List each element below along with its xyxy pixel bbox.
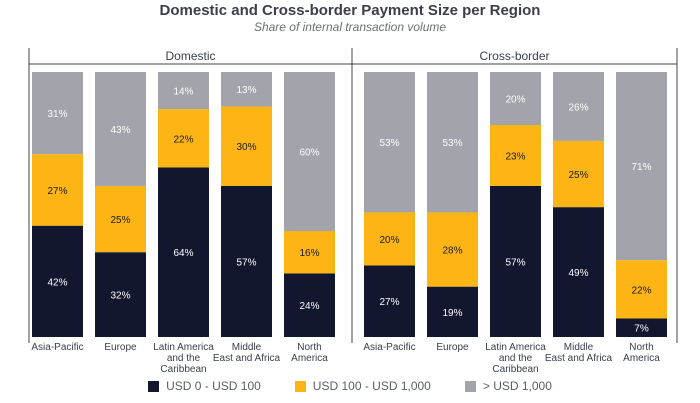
bar-domestic-0-high — [32, 72, 83, 155]
bar-domestic-4-high — [284, 72, 335, 231]
data-label-cross-border-2-mid: 23% — [505, 151, 525, 162]
bar-domestic-1-mid — [95, 185, 146, 253]
bar-domestic-3-mid — [221, 106, 272, 186]
category-label-cross-border-1: Europe — [436, 342, 469, 353]
chart-svg: Domestic 42% 27% 31% Asia-Pacific 32% 25% 43% Eu… — [28, 48, 678, 375]
legend-swatch-high — [464, 380, 476, 392]
data-label-cross-border-4-low: 7% — [634, 324, 649, 335]
data-label-domestic-0-low: 42% — [47, 277, 67, 288]
bar-domestic-2-mid — [158, 109, 209, 168]
data-label-domestic-3-high: 13% — [236, 85, 256, 96]
bar-cross-border-0-mid — [364, 212, 415, 266]
bar-cross-border-3-low — [553, 207, 604, 337]
data-label-cross-border-4-high: 71% — [631, 162, 651, 173]
bar-cross-border-1-mid — [427, 212, 478, 287]
bar-cross-border-4-mid — [616, 260, 667, 319]
data-label-cross-border-0-high: 53% — [379, 138, 399, 149]
bar-cross-border-1-high — [427, 72, 478, 213]
panel-label-cross-border: Cross-border — [479, 49, 549, 63]
category-label-domestic-4: North America — [291, 342, 328, 364]
bar-domestic-2-high — [158, 72, 209, 110]
data-label-cross-border-1-high: 53% — [442, 138, 462, 149]
bar-cross-border-3-mid — [553, 140, 604, 208]
data-label-domestic-4-low: 24% — [299, 301, 319, 312]
data-label-domestic-4-mid: 16% — [299, 248, 319, 259]
legend-swatch-low — [148, 380, 160, 392]
data-label-cross-border-2-high: 20% — [505, 95, 525, 106]
bar-domestic-2-low — [158, 167, 209, 337]
legend: USD 0 - USD 100 USD 100 - USD 1,000 > US… — [0, 379, 700, 393]
bar-domestic-0-mid — [32, 154, 83, 226]
bar-domestic-0-low — [32, 225, 83, 337]
category-label-cross-border-2: Latin America and the Caribbean — [485, 342, 546, 375]
data-label-domestic-0-high: 31% — [47, 109, 67, 120]
bar-cross-border-2-mid — [490, 125, 541, 186]
data-label-cross-border-4-mid: 22% — [631, 285, 651, 296]
bar-cross-border-0-high — [364, 72, 415, 213]
data-label-cross-border-1-low: 19% — [442, 308, 462, 319]
legend-swatch-mid — [294, 380, 306, 392]
category-label-cross-border-0: Asia-Pacific — [363, 342, 415, 353]
chart-title: Domestic and Cross-border Payment Size p… — [159, 2, 541, 19]
data-label-domestic-1-low: 32% — [110, 291, 130, 302]
category-label-domestic-2: Latin America and the Caribbean — [153, 342, 214, 375]
panel-label-domestic: Domestic — [165, 49, 215, 63]
bar-domestic-4-mid — [284, 231, 335, 274]
data-label-domestic-2-high: 14% — [173, 87, 193, 98]
chart-subtitle: Share of internal transaction volume — [253, 20, 447, 34]
legend-item-high: > USD 1,000 — [464, 379, 552, 393]
bar-domestic-3-low — [221, 185, 272, 337]
data-label-domestic-3-mid: 30% — [236, 142, 256, 153]
data-label-cross-border-0-low: 27% — [379, 297, 399, 308]
legend-label-high: > USD 1,000 — [482, 379, 552, 393]
data-label-domestic-3-low: 57% — [236, 257, 256, 268]
bar-cross-border-2-low — [490, 185, 541, 337]
legend-label-low: USD 0 - USD 100 — [166, 379, 261, 393]
legend-item-low: USD 0 - USD 100 — [148, 379, 261, 393]
data-label-domestic-2-mid: 22% — [173, 134, 193, 145]
data-label-cross-border-2-low: 57% — [505, 257, 525, 268]
data-label-cross-border-3-low: 49% — [568, 268, 588, 279]
bar-domestic-3-high — [221, 72, 272, 107]
category-label-domestic-3: Middle East and Africa — [213, 342, 281, 364]
data-label-domestic-4-high: 60% — [299, 148, 319, 159]
category-label-cross-border-4: North America — [623, 342, 660, 364]
category-label-domestic-1: Europe — [104, 342, 137, 353]
data-label-cross-border-0-mid: 20% — [379, 235, 399, 246]
category-label-cross-border-3: Middle East and Africa — [545, 342, 613, 364]
data-label-cross-border-3-mid: 25% — [568, 170, 588, 181]
legend-item-mid: USD 100 - USD 1,000 — [294, 379, 431, 393]
bar-cross-border-4-high — [616, 72, 667, 261]
data-label-domestic-2-low: 64% — [173, 248, 193, 259]
data-label-cross-border-1-mid: 28% — [442, 246, 462, 257]
bar-domestic-4-low — [284, 273, 335, 337]
bar-cross-border-4-low — [616, 318, 667, 337]
data-label-cross-border-3-high: 26% — [568, 102, 588, 113]
category-label-domestic-0: Asia-Pacific — [31, 342, 83, 353]
data-label-domestic-1-mid: 25% — [110, 215, 130, 226]
data-label-domestic-1-high: 43% — [110, 125, 130, 136]
bar-domestic-1-high — [95, 72, 146, 186]
bar-cross-border-0-low — [364, 265, 415, 337]
data-label-domestic-0-mid: 27% — [47, 186, 67, 197]
bar-cross-border-1-low — [427, 286, 478, 337]
bar-domestic-1-low — [95, 252, 146, 337]
bar-cross-border-2-high — [490, 72, 541, 125]
bar-cross-border-3-high — [553, 72, 604, 141]
legend-label-mid: USD 100 - USD 1,000 — [312, 379, 431, 393]
